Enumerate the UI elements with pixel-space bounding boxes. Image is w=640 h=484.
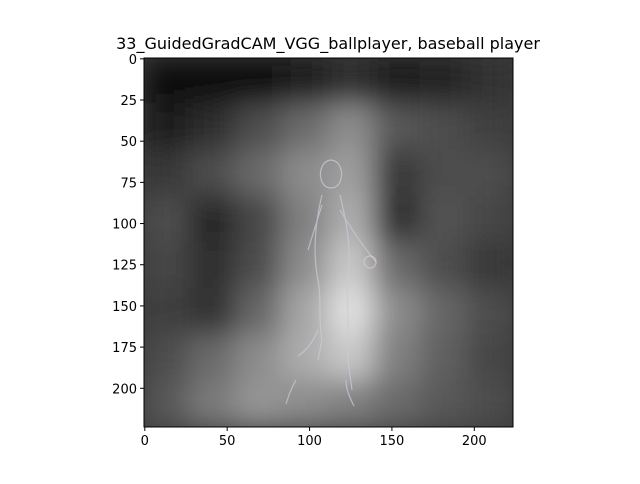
heatmap-cell: [373, 149, 422, 198]
y-tick-label: 75: [120, 176, 137, 191]
heatmap-cell: [327, 58, 376, 106]
heatmap-cell: [235, 241, 284, 290]
heatmap-cell: [327, 149, 376, 198]
heatmap-cell: [419, 241, 468, 290]
heatmap-cell: [373, 103, 422, 152]
heatmap-image: [144, 58, 513, 427]
heatmap-cell: [281, 103, 330, 152]
heatmap-cell: [144, 241, 192, 290]
heatmap-cell: [189, 333, 238, 382]
heatmap-cell: [327, 195, 376, 244]
heatmap-cell: [235, 287, 284, 336]
heatmap-cell: [235, 333, 284, 382]
heatmap-cell: [281, 241, 330, 290]
heatmap-cell: [281, 287, 330, 336]
heatmap-cell: [144, 149, 192, 198]
y-tick-label: 0: [129, 53, 137, 68]
plot-frame: [143, 57, 514, 428]
y-tick-label: 125: [112, 259, 137, 274]
x-tick-label: 100: [297, 434, 322, 449]
y-tick-label: 175: [112, 341, 137, 356]
heatmap-cell: [373, 287, 422, 336]
heatmap-cell: [144, 379, 192, 427]
heatmap-cell: [189, 195, 238, 244]
heatmap-cell: [465, 287, 513, 336]
heatmap-cell: [419, 333, 468, 382]
player-silhouette: [285, 159, 377, 407]
heatmap-cell: [465, 379, 513, 427]
heatmap-cell: [189, 287, 238, 336]
heatmap-cell: [465, 241, 513, 290]
heatmap-cell: [373, 333, 422, 382]
heatmap-cell: [465, 58, 513, 106]
y-tick-label: 150: [112, 300, 137, 315]
heatmap-cell: [327, 287, 376, 336]
heatmap-cell: [235, 379, 284, 427]
glove-outline: [363, 255, 377, 269]
heatmap-cell: [144, 333, 192, 382]
heatmap-cell: [327, 333, 376, 382]
x-tick-label: 200: [462, 434, 487, 449]
y-tick-label: 200: [112, 382, 137, 397]
chart-title: 33_GuidedGradCAM_VGG_ballplayer, basebal…: [116, 34, 540, 54]
heatmap-cell: [465, 195, 513, 244]
heatmap-cell: [281, 58, 330, 106]
heatmap-cell: [235, 195, 284, 244]
heatmap-cell: [144, 287, 192, 336]
heatmap-cells: [144, 58, 513, 427]
heatmap-cell: [189, 58, 238, 106]
heatmap-cell: [465, 103, 513, 152]
heatmap-cell: [327, 241, 376, 290]
heatmap-cell: [419, 58, 468, 106]
heatmap-cell: [281, 195, 330, 244]
heatmap-cell: [465, 333, 513, 382]
heatmap-cell: [189, 379, 238, 427]
heatmap-cell: [281, 379, 330, 427]
y-axis: 0 25 50 75 100 125 150 175 200: [112, 53, 144, 397]
x-axis: 0 50 100 150 200: [141, 427, 487, 449]
y-tick-label: 25: [120, 94, 137, 109]
heatmap-cell: [419, 287, 468, 336]
heatmap-cell: [189, 149, 238, 198]
heatmap-cell: [144, 103, 192, 152]
heatmap-cell: [419, 195, 468, 244]
y-tick-label: 100: [112, 218, 137, 233]
heatmap-cell: [465, 149, 513, 198]
heatmap-cell: [327, 103, 376, 152]
heatmap-cell: [419, 379, 468, 427]
heatmap-cell: [419, 149, 468, 198]
heatmap-cell: [281, 149, 330, 198]
x-tick-label: 0: [141, 434, 149, 449]
x-tick-label: 50: [219, 434, 236, 449]
heatmap-cell: [373, 241, 422, 290]
heatmap-cell: [235, 149, 284, 198]
heatmap-cell: [144, 195, 192, 244]
heatmap-cell: [189, 103, 238, 152]
heatmap-cell: [235, 58, 284, 106]
y-tick-label: 50: [120, 135, 137, 150]
heatmap-cell: [144, 58, 192, 106]
heatmap-cell: [373, 195, 422, 244]
heatmap-cell: [189, 241, 238, 290]
x-tick-label: 150: [380, 434, 405, 449]
heatmap-cell: [419, 103, 468, 152]
heatmap-cell: [235, 103, 284, 152]
heatmap-cell: [373, 58, 422, 106]
heatmap-cell: [373, 379, 422, 427]
